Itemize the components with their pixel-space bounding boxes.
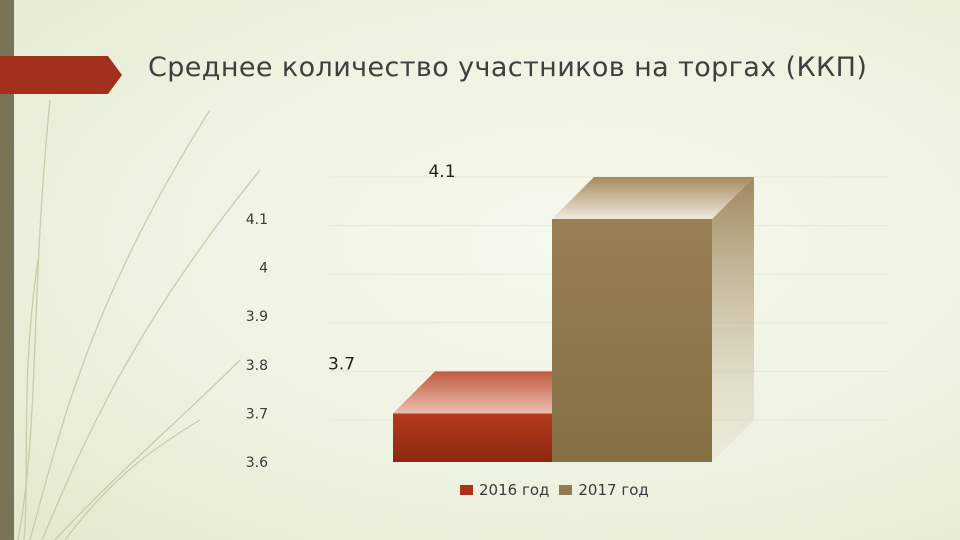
y-tick-label: 4 — [259, 261, 268, 277]
y-tick-label: 4.1 — [246, 212, 268, 228]
legend-item-2016: 2016 год — [460, 481, 549, 499]
bar-data-label: 4.1 — [428, 162, 455, 182]
bar-2016 — [393, 371, 595, 462]
bar-front-face — [393, 413, 553, 462]
legend-swatch-2016 — [460, 485, 473, 495]
y-tick-label: 3.7 — [246, 406, 268, 422]
left-accent-bar — [0, 0, 14, 540]
bar-front-face — [552, 219, 712, 462]
y-tick-label: 3.9 — [246, 309, 268, 325]
legend-item-2017: 2017 год — [559, 481, 649, 499]
bar-data-label: 3.7 — [328, 354, 355, 374]
bar-top-face — [393, 371, 595, 414]
bar-side-face — [712, 177, 754, 462]
chart-legend: 2016 год 2017 год — [460, 480, 649, 500]
title-accent-tab — [0, 56, 122, 94]
legend-swatch-2017 — [559, 485, 573, 495]
y-tick-label: 3.6 — [246, 455, 268, 471]
bar-top-face — [552, 177, 754, 219]
y-tick-label: 3.8 — [246, 358, 268, 374]
slide-title: Среднее количество участников на торгах … — [148, 52, 868, 83]
legend-label-2017: 2017 год — [578, 481, 649, 499]
legend-label-2016: 2016 год — [479, 481, 550, 499]
bar-2017 — [552, 177, 754, 462]
